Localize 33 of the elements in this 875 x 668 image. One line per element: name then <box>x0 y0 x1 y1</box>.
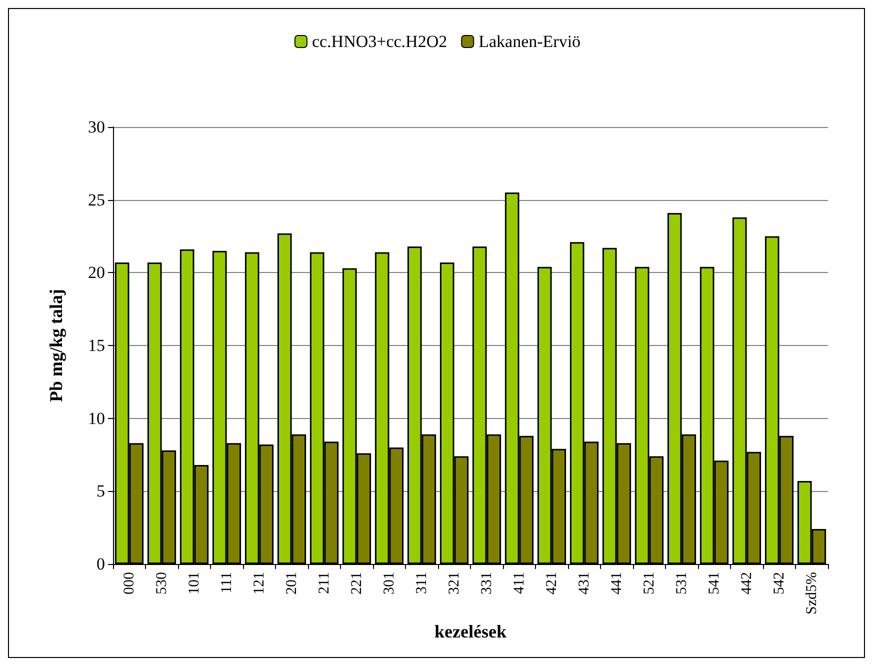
x-tick-label: 311 <box>414 572 430 594</box>
x-tick-label: 301 <box>381 572 398 594</box>
x-tick-label: Szd5% <box>804 572 820 614</box>
x-tick-label: 441 <box>608 572 625 594</box>
y-tick-label: 30 <box>88 118 105 136</box>
x-tick-label: 121 <box>251 572 268 594</box>
x-tick-label: 530 <box>154 572 170 594</box>
x-tick-label: 541 <box>706 572 722 594</box>
legend-label: cc.HNO3+cc.H2O2 <box>312 32 448 51</box>
x-tick-label: 531 <box>674 572 690 594</box>
y-tick-label: 20 <box>88 263 105 282</box>
x-tick-label: 000 <box>121 572 138 594</box>
y-tick-label: 5 <box>96 482 105 501</box>
legend-label: Lakanen-Erviö <box>478 32 581 51</box>
x-tick-label: 211 <box>316 572 332 594</box>
x-tick-label: 411 <box>511 572 528 594</box>
x-tick-label: 111 <box>218 572 235 594</box>
x-tick-label: 101 <box>186 572 202 594</box>
y-tick-label: 0 <box>96 554 105 574</box>
x-tick-label: 201 <box>284 572 300 594</box>
x-tick-label: 442 <box>738 572 755 594</box>
y-tick-label: 15 <box>88 336 105 355</box>
x-tick-label: 431 <box>576 572 592 594</box>
x-axis-title: kezelések <box>434 621 506 642</box>
x-tick-label: 542 <box>771 572 788 594</box>
y-tick-label: 10 <box>88 408 105 428</box>
y-axis-title: Pb mg/kg talaj <box>46 288 66 402</box>
y-tick-label: 25 <box>88 190 105 210</box>
x-tick-label: 331 <box>478 572 495 594</box>
x-tick-label: 421 <box>544 572 560 594</box>
x-tick-label: 321 <box>446 572 462 594</box>
x-tick-label: 221 <box>348 572 365 594</box>
x-tick-label: 521 <box>641 572 658 594</box>
